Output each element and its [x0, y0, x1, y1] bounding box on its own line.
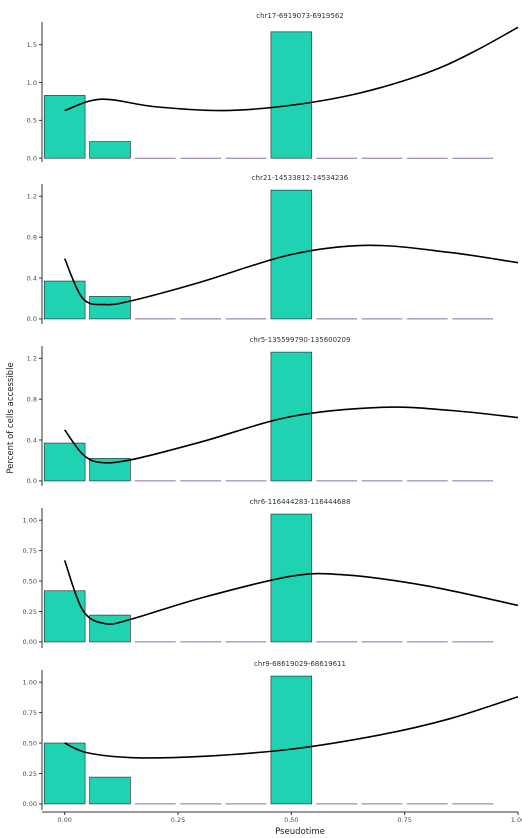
bar [89, 776, 131, 805]
y-tick-label: 0.00 [23, 638, 37, 646]
bar [89, 458, 131, 482]
y-tick-label: 1.0 [27, 79, 37, 87]
y-tick-label: 0.4 [27, 274, 37, 282]
trend-line [63, 560, 519, 625]
x-tick-label: 1.00 [511, 816, 522, 824]
x-axis-title: Pseudotime [275, 827, 325, 837]
trend-line [63, 244, 519, 306]
bar [270, 513, 313, 643]
trend-line [64, 696, 519, 759]
y-tick-label: 1.5 [27, 41, 37, 49]
y-tick-label: 0.8 [27, 395, 37, 403]
bar [43, 442, 86, 482]
trend-line [64, 406, 519, 464]
y-tick-label: 0.75 [23, 547, 37, 555]
bar [43, 590, 86, 643]
y-tick-label: 1.2 [27, 355, 37, 363]
y-tick-label: 1.00 [23, 678, 37, 686]
bar [89, 141, 131, 159]
y-tick-label: 0.0 [27, 155, 37, 163]
y-tick-label: 0.5 [27, 117, 37, 125]
trend-line [64, 26, 519, 112]
x-tick-label: 0.50 [284, 816, 298, 824]
bar [89, 614, 131, 643]
y-tick-label: 0.4 [27, 436, 37, 444]
bar [89, 296, 131, 320]
y-tick-label: 0.0 [27, 315, 37, 323]
bar [43, 280, 86, 320]
y-tick-label: 0.8 [27, 233, 37, 241]
y-tick-label: 0.50 [23, 739, 37, 747]
bar [43, 95, 86, 159]
bar [270, 31, 313, 159]
y-axis-title: Percent of cells accessible [6, 362, 16, 473]
x-tick-label: 0.75 [397, 816, 411, 824]
bar [270, 675, 313, 805]
y-tick-label: 0.50 [23, 577, 37, 585]
y-tick-label: 0.0 [27, 477, 37, 485]
panel-title: chr9-68619029-68619611 [254, 660, 346, 668]
x-tick-label: 0.00 [57, 816, 71, 824]
y-tick-label: 1.2 [27, 193, 37, 201]
y-tick-label: 1.00 [23, 516, 37, 524]
y-tick-label: 0.00 [23, 800, 37, 808]
bar [43, 742, 86, 805]
y-tick-label: 0.25 [23, 608, 37, 616]
y-tick-label: 0.75 [23, 709, 37, 717]
x-tick-label: 0.25 [171, 816, 185, 824]
panel-title: chr5-135599790-135600209 [250, 336, 351, 344]
panel-title: chr17-6919073-6919562 [256, 12, 343, 20]
y-tick-label: 0.25 [23, 770, 37, 778]
panel-title: chr6-116444283-116444688 [250, 498, 351, 506]
panel-title: chr21-14533812-14534236 [252, 174, 349, 182]
